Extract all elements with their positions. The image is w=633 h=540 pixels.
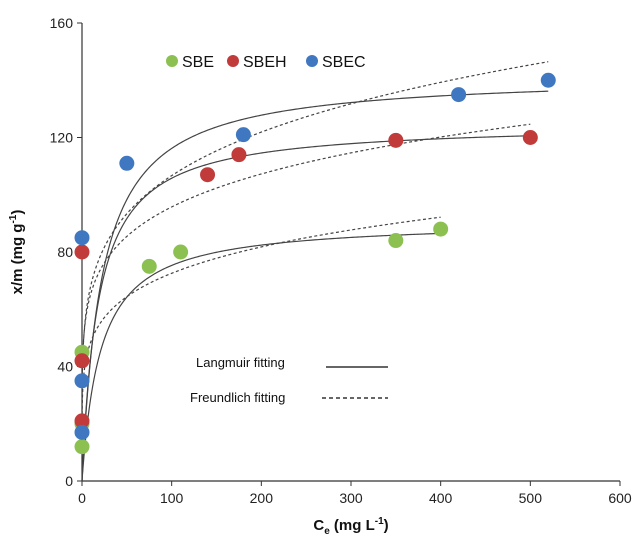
point-sbec [119, 155, 135, 171]
point-sbe [173, 244, 189, 260]
point-sbec [451, 87, 467, 103]
fit-legend-langmuir-label: Langmuir fitting [196, 355, 285, 370]
point-sbec [235, 127, 251, 143]
point-sbec [540, 72, 556, 88]
x-tick-label: 500 [519, 490, 543, 506]
plot-area: 0 100 200 300 400 500 600 0 40 80 120 160 [50, 15, 632, 506]
langmuir-fit-sbeh [81, 135, 531, 481]
fit-legend: Langmuir fitting Freundlich fitting [190, 355, 388, 405]
fit-legend-freundlich-label: Freundlich fitting [190, 390, 285, 405]
x-tick-label: 600 [608, 490, 632, 506]
langmuir-fit-sbe [81, 232, 441, 481]
point-sbeh [522, 130, 538, 145]
legend-marker-sbe [166, 55, 178, 67]
point-sbe [433, 221, 449, 237]
y-tick-label: 120 [50, 130, 74, 146]
point-sbe [388, 233, 404, 249]
freundlich-fit-sbe [81, 216, 441, 426]
x-tick-label: 0 [78, 490, 86, 506]
point-sbeh [200, 167, 216, 183]
point-sbec [74, 373, 90, 389]
point-sbec [74, 424, 90, 440]
y-tick-label: 0 [65, 473, 73, 489]
x-tick-label: 300 [339, 490, 363, 506]
x-tick-label: 200 [250, 490, 274, 506]
y-tick-label: 40 [57, 359, 73, 375]
axis-ticks: 0 100 200 300 400 500 600 0 40 80 120 160 [50, 15, 632, 506]
langmuir-fit-sbec [81, 90, 549, 481]
legend-marker-sbec [306, 55, 318, 67]
legend-marker-sbeh [227, 55, 239, 67]
point-sbeh [74, 353, 90, 369]
point-sbeh [74, 413, 90, 429]
legend-label-sbe: SBE [182, 54, 214, 71]
point-sbeh [388, 132, 404, 148]
point-sbeh [74, 244, 90, 260]
point-sbec [74, 230, 90, 246]
series-legend: SBE SBEH SBEC [166, 54, 366, 71]
point-sbe [74, 439, 90, 455]
y-tick-label: 160 [50, 15, 74, 31]
data-points [74, 72, 556, 455]
x-tick-label: 400 [429, 490, 453, 506]
y-tick-label: 80 [57, 244, 73, 260]
y-axis-title: x/m (mg g-1) [8, 210, 26, 295]
point-sbeh [231, 147, 247, 163]
point-sbe [141, 258, 157, 274]
x-tick-label: 100 [160, 490, 184, 506]
legend-label-sbec: SBEC [322, 54, 366, 71]
legend-label-sbeh: SBEH [243, 54, 287, 71]
x-axis-title: Ce (mg L-1) [313, 516, 388, 537]
